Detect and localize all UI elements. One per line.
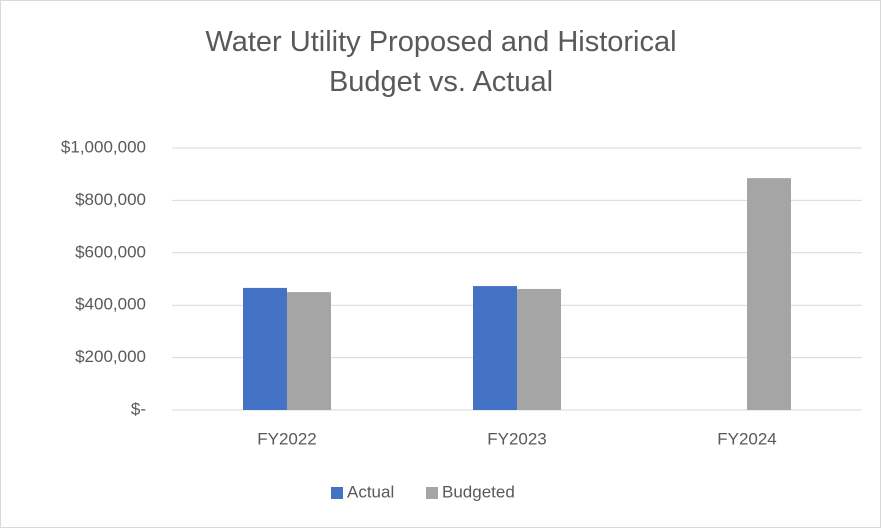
legend-swatch	[426, 487, 438, 499]
bar	[517, 288, 561, 410]
bar	[287, 292, 331, 410]
x-tick-label: FY2023	[487, 429, 547, 448]
y-tick-label: $-	[131, 399, 146, 418]
bar	[243, 287, 287, 410]
y-tick-label: $600,000	[75, 242, 146, 261]
y-tick-label: $1,000,000	[61, 137, 146, 156]
y-tick-label: $400,000	[75, 295, 146, 314]
bar	[473, 286, 517, 410]
legend-label: Budgeted	[442, 482, 515, 501]
y-tick-label: $800,000	[75, 190, 146, 209]
chart-title: Water Utility Proposed and Historical Bu…	[205, 26, 677, 98]
bar	[747, 178, 791, 410]
legend-label: Actual	[347, 482, 394, 501]
legend-swatch	[331, 487, 343, 499]
x-tick-label: FY2022	[257, 429, 317, 448]
x-tick-label: FY2024	[717, 429, 777, 448]
y-tick-label: $200,000	[75, 347, 146, 366]
